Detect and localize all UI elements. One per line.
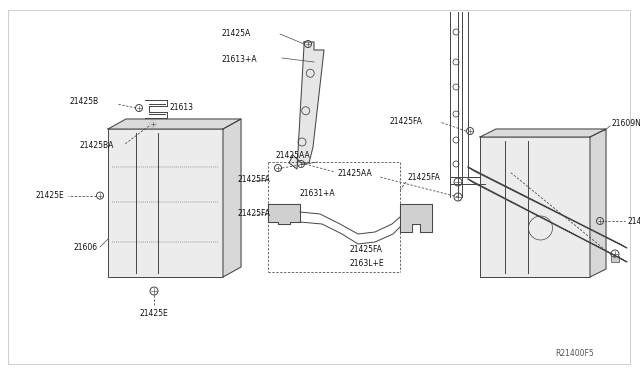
Text: 21425E: 21425E <box>36 191 65 200</box>
Text: 21425FA: 21425FA <box>408 173 441 182</box>
Text: 21425AA: 21425AA <box>337 169 372 177</box>
Polygon shape <box>590 129 606 277</box>
Text: 21425FA: 21425FA <box>238 176 271 185</box>
Text: 21425E: 21425E <box>628 217 640 225</box>
Bar <box>108 129 223 277</box>
Text: 21425AA: 21425AA <box>275 151 310 160</box>
Bar <box>611 256 619 262</box>
Polygon shape <box>268 204 300 224</box>
Polygon shape <box>289 42 324 169</box>
Text: 21425A: 21425A <box>222 29 252 38</box>
Polygon shape <box>480 129 606 137</box>
Text: 21425FA: 21425FA <box>390 118 423 126</box>
Text: 21425E: 21425E <box>140 308 169 317</box>
Text: 21613: 21613 <box>169 103 193 112</box>
Text: 21613+A: 21613+A <box>222 55 258 64</box>
Text: 21425BA: 21425BA <box>80 141 115 151</box>
Text: 21606: 21606 <box>73 243 97 251</box>
Polygon shape <box>400 204 432 232</box>
Polygon shape <box>108 119 241 129</box>
Text: 21609N: 21609N <box>611 119 640 128</box>
Polygon shape <box>468 179 627 262</box>
Polygon shape <box>468 167 627 248</box>
Text: 21631+A: 21631+A <box>300 189 335 199</box>
Text: 21425B: 21425B <box>70 97 99 106</box>
Text: 21425FA: 21425FA <box>350 246 383 254</box>
Text: 2163L+E: 2163L+E <box>350 260 385 269</box>
Polygon shape <box>223 119 241 277</box>
Text: 21425FA: 21425FA <box>238 209 271 218</box>
Text: R21400F5: R21400F5 <box>555 350 594 359</box>
Bar <box>480 137 590 277</box>
